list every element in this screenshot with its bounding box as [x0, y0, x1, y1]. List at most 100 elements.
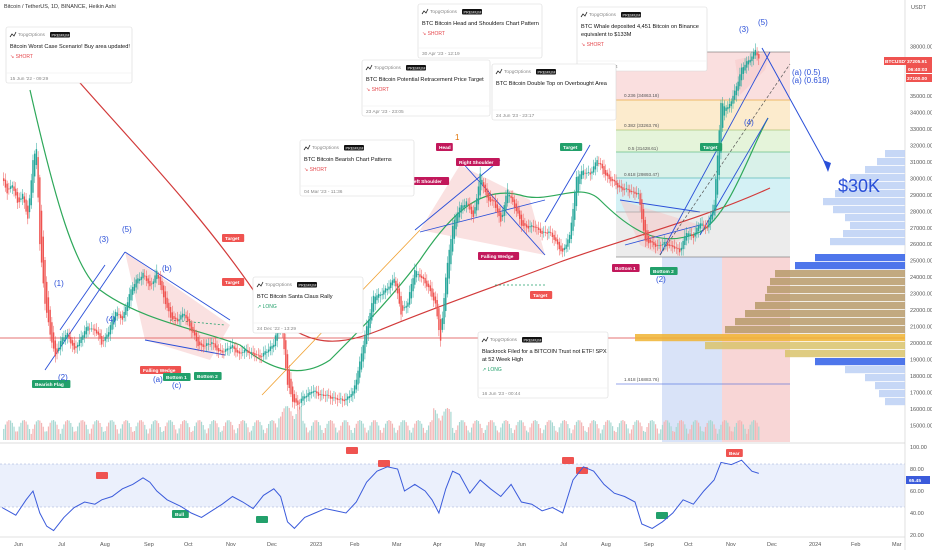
- candle-body: [519, 210, 521, 219]
- volume-bar: [255, 420, 258, 440]
- volume-bar: [176, 433, 179, 440]
- candle-body: [118, 314, 120, 316]
- tag-box: [163, 373, 191, 381]
- volume-bar: [722, 421, 724, 440]
- candle-body: [319, 394, 321, 396]
- volume-bar: [379, 430, 381, 440]
- candle-body: [130, 289, 132, 301]
- candle-body: [116, 312, 118, 317]
- price-tick-label: 23000.00: [910, 292, 932, 298]
- candle-body: [477, 186, 480, 205]
- volume-bar: [402, 420, 404, 440]
- candle-body: [486, 188, 488, 198]
- volume-bar: [75, 431, 77, 440]
- brand-logo-icon: [256, 281, 264, 288]
- tag-box: [700, 143, 723, 151]
- tag-box: [560, 143, 583, 151]
- volume-bar: [298, 407, 301, 440]
- volume-bar: [434, 410, 437, 440]
- tag-box: [408, 177, 450, 185]
- idea-card[interactable]: TopgOptions PREMIUM Bitcoin Worst Case Sce…: [5, 26, 133, 84]
- candle-body: [711, 211, 714, 220]
- candle-body: [274, 335, 277, 347]
- volume-bar: [345, 420, 347, 440]
- annotation-tag: Bull: [175, 512, 184, 518]
- volume-bar: [708, 420, 710, 440]
- candle-body: [610, 176, 612, 182]
- candle-body: [32, 160, 34, 193]
- volume-bar: [617, 427, 619, 440]
- volume-bar: [140, 420, 142, 440]
- volume-bar: [51, 420, 53, 440]
- time-axis[interactable]: Jun Jul Aug Sep Oct Nov Dec 2023 Feb Mar Apr May Jun…: [14, 542, 902, 548]
- candle-body: [266, 351, 268, 353]
- volume-bar: [538, 423, 540, 440]
- volume-bar: [37, 420, 39, 440]
- big-target-label: $30K: [838, 176, 880, 196]
- candle-body: [316, 391, 318, 394]
- card-title: BTC Bitcoin Double Top on Overbought Are…: [496, 81, 608, 87]
- candle-body: [500, 212, 502, 222]
- candle-body: [570, 222, 573, 240]
- candle-body: [250, 352, 253, 353]
- volume-bar: [180, 424, 182, 440]
- rsi-axis[interactable]: 65.45 20.00 40.00 60.00 80.00 100.00: [906, 445, 930, 539]
- annotation-tag: Head: [439, 145, 451, 151]
- wave-label: (2): [656, 275, 666, 284]
- idea-card[interactable]: TopgOptions PREMIUM BTC Bitcoin Bearish Ch…: [299, 139, 415, 197]
- current-price-tags: BTCUSDT 37205.91 06:40:03 37100.00: [884, 57, 932, 82]
- candle-body: [333, 397, 335, 399]
- idea-card[interactable]: TopgOptions PREMIUM BTC Bitcoin Santa Clau…: [252, 276, 364, 334]
- candle-body: [259, 354, 261, 358]
- candle-body: [305, 395, 308, 398]
- candle-body: [556, 239, 559, 245]
- candle-body: [176, 318, 179, 322]
- price-tick-label: 34000.00: [910, 110, 932, 116]
- candle-body: [3, 178, 5, 182]
- volume-bar: [651, 420, 653, 440]
- candle-body: [157, 274, 160, 279]
- card-date: 15 Jun '22 - 09:29: [10, 76, 49, 82]
- candle-body: [654, 243, 657, 247]
- volume-bar: [87, 429, 89, 440]
- volume-bar: [642, 430, 645, 440]
- volume-bar: [35, 421, 37, 440]
- candle-body: [567, 239, 569, 247]
- annotation-tag: Bottom 1: [615, 266, 636, 272]
- candle-body: [350, 394, 352, 398]
- candle-body: [505, 195, 507, 211]
- candle-body: [665, 242, 667, 244]
- candle-body: [635, 192, 638, 195]
- premium-badge: [344, 145, 364, 151]
- idea-card[interactable]: TopgOptions PREMIUM BTC Bitcoin Double Top…: [491, 63, 617, 121]
- volume-bar: [706, 423, 708, 440]
- volume-bar: [145, 429, 148, 440]
- candle-body: [469, 203, 471, 210]
- idea-card[interactable]: TopgOptions PREMIUM BTC Bitcoin Head and S…: [417, 3, 543, 59]
- price-countdown: 06:40:03: [908, 67, 928, 73]
- volume-bar: [565, 421, 567, 440]
- brand-logo-icon: [365, 64, 373, 71]
- candle-body: [596, 160, 598, 166]
- volume-bar: [699, 426, 701, 440]
- price-tick-label: 32000.00: [910, 143, 932, 149]
- volume-profile-row: [775, 270, 905, 278]
- volume-bar: [627, 428, 629, 440]
- tag-box: [650, 267, 678, 275]
- candle-body: [377, 293, 380, 298]
- candle-body: [11, 185, 14, 188]
- candle-body: [694, 232, 696, 237]
- price-tick-label: 20000.00: [910, 341, 932, 347]
- volume-bar: [10, 420, 12, 440]
- candle-body: [548, 231, 550, 234]
- volume-bar: [405, 422, 407, 440]
- volume-bar: [383, 427, 385, 440]
- annotation-tag: Falling Wedge: [481, 254, 514, 260]
- idea-card[interactable]: TopgOptions PREMIUM Blackrock Filed for a …: [477, 331, 609, 399]
- candle-body: [195, 332, 198, 342]
- idea-card[interactable]: TopgOptions PREMIUM BTC Whale deposited 4,…: [576, 6, 708, 72]
- volume-bar: [96, 420, 98, 440]
- idea-card[interactable]: TopgOptions PREMIUM BTC Bitcoin Potential …: [361, 59, 491, 117]
- volume-bar: [548, 420, 550, 440]
- candle-body: [13, 186, 15, 191]
